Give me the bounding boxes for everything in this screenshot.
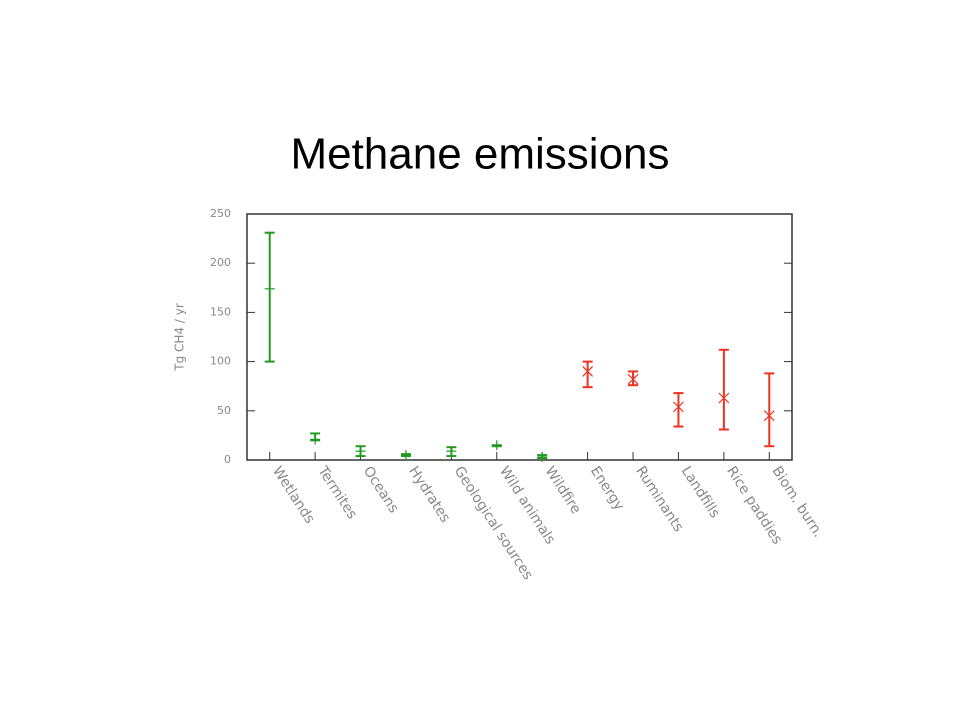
marker-stroke: [582, 366, 594, 377]
marker-stroke: [763, 410, 775, 422]
marker-stroke: [627, 373, 639, 385]
point-marker: [627, 373, 639, 385]
x-tick-label: Wetlands: [269, 464, 318, 527]
y-tick-label: 0: [224, 453, 231, 466]
y-tick-label: 250: [210, 207, 231, 220]
point-marker: [400, 450, 411, 461]
y-tick-label: 150: [210, 305, 231, 318]
y-tick-label: 50: [217, 404, 231, 417]
chart-title: Methane emissions: [290, 130, 669, 179]
point-marker: [491, 440, 502, 451]
point-marker: [355, 446, 366, 457]
x-tick-label: Energy: [587, 464, 627, 514]
x-tick-label: Geological sources: [451, 464, 536, 583]
marker-stroke: [673, 401, 684, 413]
y-axis-label: Tg CH4 / yr: [173, 303, 187, 372]
point-marker: [264, 283, 275, 294]
point-marker: [673, 401, 684, 413]
x-tick-label: Oceans: [360, 464, 402, 516]
point-marker: [537, 452, 548, 463]
x-tick-label: Wildfire: [541, 464, 583, 517]
x-tick-label: Ruminants: [632, 464, 686, 535]
y-tick-label: 100: [210, 355, 231, 368]
x-tick-label: Termites: [314, 463, 360, 522]
point-marker: [310, 434, 321, 445]
x-tick-label: Landfills: [678, 464, 723, 521]
marker-stroke: [718, 392, 730, 404]
plot-frame: [246, 213, 793, 461]
point-marker: [718, 392, 730, 404]
y-tick-label: 200: [210, 256, 231, 269]
point-marker: [763, 410, 775, 422]
point-marker: [582, 366, 594, 377]
point-marker: [446, 446, 457, 457]
x-tick-label: Hydrates: [405, 464, 453, 526]
